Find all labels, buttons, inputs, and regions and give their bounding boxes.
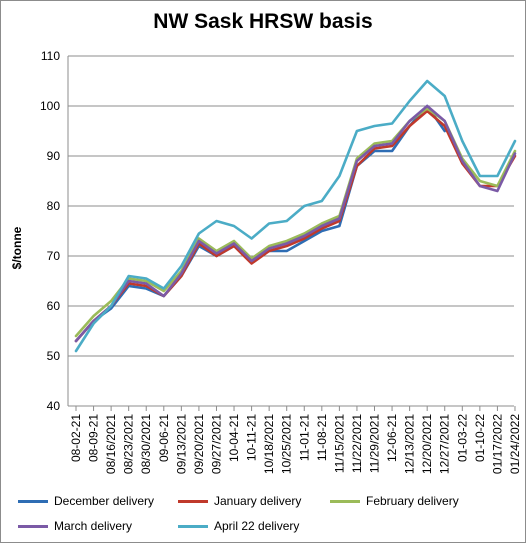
legend-item: January delivery bbox=[178, 494, 301, 508]
chart-title: NW Sask HRSW basis bbox=[153, 10, 373, 33]
x-tick-label: 10/18/2021 bbox=[262, 414, 276, 474]
legend-swatch bbox=[178, 499, 208, 503]
axes bbox=[67, 56, 516, 411]
x-tick-label: 01/24/2022 bbox=[508, 414, 522, 474]
legend-swatch bbox=[330, 499, 360, 503]
y-tick-label: 50 bbox=[47, 349, 61, 363]
x-tick-label: 11/22/2021 bbox=[350, 414, 364, 473]
x-tick-label: 01/17/2022 bbox=[490, 414, 504, 474]
x-tick-label: 12/13/2021 bbox=[403, 414, 417, 474]
x-tick-labels: 08-02-21 08-09-21 08/16/2021 08/23/2021 08/3… bbox=[69, 414, 522, 474]
x-tick-label: 01-10-22 bbox=[473, 414, 487, 462]
legend-label: December delivery bbox=[54, 494, 155, 508]
x-tick-label: 09/27/2021 bbox=[209, 414, 223, 474]
series-line-march-delivery bbox=[74, 104, 517, 343]
legend-swatch bbox=[18, 524, 48, 528]
series-line-april-22-delivery bbox=[74, 79, 517, 353]
x-tick-label: 08/16/2021 bbox=[104, 414, 118, 474]
legend-item: February delivery bbox=[330, 494, 459, 508]
y-tick-label: 40 bbox=[47, 399, 61, 413]
x-tick-label: 08-02-21 bbox=[69, 414, 83, 462]
series-lines bbox=[74, 79, 517, 353]
y-tick-label: 100 bbox=[40, 99, 60, 113]
x-tick-label: 11/29/2021 bbox=[368, 414, 382, 473]
x-tick-label: 08/30/2021 bbox=[139, 414, 153, 474]
x-tick-label: 11/15/2021 bbox=[332, 414, 346, 473]
y-tick-label: 110 bbox=[41, 49, 60, 63]
x-tick-label: 10-11-21 bbox=[245, 414, 259, 461]
y-tick-label: 80 bbox=[47, 199, 61, 213]
y-tick-label: 70 bbox=[47, 249, 61, 263]
legend-item: December delivery bbox=[18, 494, 154, 508]
x-tick-label: 09-06-21 bbox=[157, 414, 171, 462]
x-tick-label: 11-08-21 bbox=[315, 414, 329, 461]
x-tick-label: 10/25/2021 bbox=[280, 414, 294, 474]
gridlines bbox=[68, 55, 514, 407]
legend-swatch bbox=[178, 524, 208, 528]
x-tick-label: 08-09-21 bbox=[87, 414, 101, 462]
x-tick-label: 09/13/2021 bbox=[174, 414, 188, 474]
x-tick-label: 12-06-21 bbox=[385, 414, 399, 462]
legend-item: March delivery bbox=[18, 519, 132, 533]
x-tick-label: 12/27/2021 bbox=[438, 414, 452, 474]
legend-label: February delivery bbox=[366, 494, 459, 508]
x-tick-label: 12/20/2021 bbox=[420, 414, 434, 474]
legend-label: April 22 delivery bbox=[214, 519, 300, 533]
y-tick-label: 90 bbox=[47, 149, 61, 163]
x-tick-label: 08/23/2021 bbox=[122, 414, 136, 474]
x-tick-label: 10-04-21 bbox=[227, 414, 241, 462]
y-tick-labels: 40 50 60 70 80 90 100 110 bbox=[40, 49, 60, 413]
y-tick-label: 60 bbox=[47, 299, 61, 313]
legend-label: March delivery bbox=[54, 519, 133, 533]
series-line-january-delivery bbox=[74, 109, 517, 343]
legend-swatch bbox=[18, 499, 48, 503]
series-line-february-delivery bbox=[74, 107, 517, 338]
legend-label: January delivery bbox=[214, 494, 302, 508]
x-tick-label: 11-01-21 bbox=[297, 414, 311, 461]
x-tick-label: 01-03-22 bbox=[455, 414, 469, 462]
x-tick-label: 09/20/2021 bbox=[192, 414, 206, 474]
legend-item: April 22 delivery bbox=[178, 519, 299, 533]
